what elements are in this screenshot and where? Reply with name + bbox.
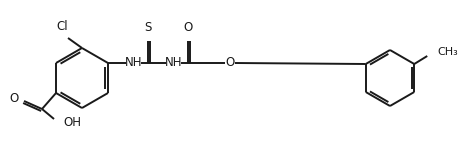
Text: O: O — [10, 92, 19, 106]
Text: OH: OH — [63, 115, 81, 128]
Text: NH: NH — [125, 57, 143, 70]
Text: NH: NH — [165, 57, 183, 70]
Text: CH₃: CH₃ — [437, 47, 458, 57]
Text: O: O — [226, 57, 234, 70]
Text: O: O — [183, 21, 193, 34]
Text: Cl: Cl — [56, 20, 68, 33]
Text: S: S — [144, 21, 152, 34]
